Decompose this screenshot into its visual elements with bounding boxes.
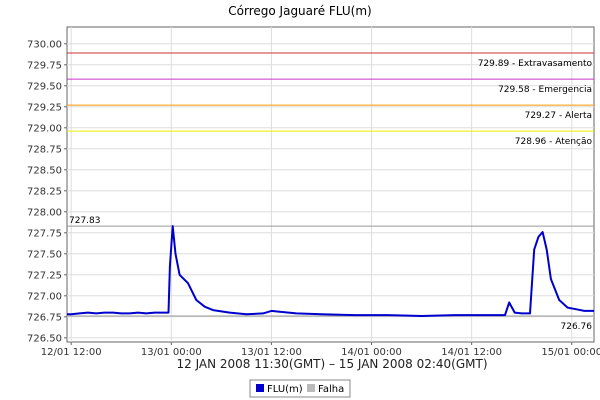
y-tick-label: 728.50: [27, 165, 62, 176]
y-tick-label: 729.50: [27, 81, 62, 92]
y-tick-label: 729.00: [27, 123, 62, 134]
threshold-label: 729.58 - Emergencia: [498, 85, 592, 95]
legend-label-falha: Falha: [318, 384, 344, 395]
x-axis-label: 12 JAN 2008 11:30(GMT) – 15 JAN 2008 02:…: [176, 357, 487, 371]
legend-label-flu: FLU(m): [267, 384, 303, 395]
y-tick-label: 728.75: [27, 144, 62, 155]
plot-background: [66, 26, 595, 343]
y-tick-label: 730.00: [27, 39, 62, 50]
chart-title: Córrego Jaguaré FLU(m): [228, 4, 371, 18]
threshold-lines: 729.89 - Extravasamento 729.58 - Emergenc…: [67, 52, 594, 332]
y-axis: 730.00 729.75 729.50 729.25 729.00 728.75 728.…: [27, 39, 67, 344]
x-tick-label: 14/01 12:00: [441, 347, 502, 358]
min-marker-label: 726.76: [561, 322, 593, 332]
y-tick-label: 728.25: [27, 186, 62, 197]
legend: FLU(m) Falha: [249, 379, 351, 398]
threshold-label: 728.96 - Atenção: [515, 137, 593, 147]
x-tick-label: 15/01 00:00: [541, 347, 600, 358]
y-tick-label: 727.50: [27, 249, 62, 260]
grid: [67, 27, 594, 342]
legend-swatch-falha: [307, 384, 315, 392]
y-tick-label: 728.00: [27, 207, 62, 218]
y-tick-label: 729.25: [27, 102, 62, 113]
x-tick-label: 13/01 12:00: [241, 347, 302, 358]
threshold-label: 729.27 - Alerta: [525, 111, 592, 121]
x-tick-label: 13/01 00:00: [141, 347, 202, 358]
y-tick-label: 726.50: [27, 333, 62, 344]
y-tick-label: 726.75: [27, 312, 62, 323]
y-tick-label: 727.75: [27, 228, 62, 239]
x-tick-label: 14/01 00:00: [341, 347, 402, 358]
legend-swatch-flu: [256, 384, 264, 392]
max-marker-label: 727.83: [69, 216, 101, 226]
legend-box: [249, 379, 351, 398]
y-tick-label: 729.75: [27, 60, 62, 71]
x-tick-label: 12/01 12:00: [41, 347, 102, 358]
threshold-label: 729.89 - Extravasamento: [478, 59, 593, 69]
series-layer: [67, 225, 594, 317]
x-axis: 12/01 12:00 13/01 00:00 13/01 12:00 14/01 0…: [41, 342, 600, 358]
y-tick-label: 727.25: [27, 270, 62, 281]
y-tick-label: 727.00: [27, 291, 62, 302]
series-line-flu-m: [67, 225, 594, 317]
